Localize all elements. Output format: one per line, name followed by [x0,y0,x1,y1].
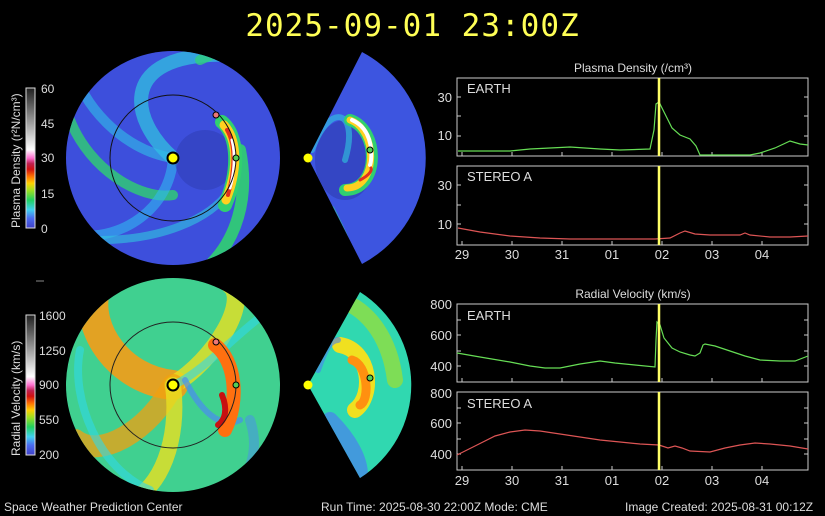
density-cb-tick: 45 [41,117,55,131]
y-tick: 400 [430,447,452,462]
velocity-cb-tick: 550 [39,413,59,427]
velocity-cb-tick: 200 [39,448,59,462]
x-tick: 04 [755,473,769,488]
sun-marker [166,151,180,165]
earth-marker [232,381,240,389]
sun-marker [303,380,313,390]
velocity-meridional-wedge [303,292,412,478]
velocity-plot-title: Radial Velocity (km/s) [575,287,690,301]
y-tick: 600 [430,416,452,431]
velocity-cb-tick: 1250 [39,344,66,358]
x-tick: 30 [505,473,519,488]
y-tick: 10 [438,217,452,232]
x-tick: 03 [705,247,719,262]
density-colorbar: 60 45 30 15 0 Plasma Density (r²N/cm³) [9,82,55,236]
x-tick: 31 [555,247,569,262]
density-plot-title: Plasma Density (/cm³) [574,61,692,75]
velocity-ecliptic-disc [66,278,280,492]
earth-velocity-plot: EARTH 800 600 400 [430,297,809,383]
y-tick: 30 [438,90,452,105]
footer-org: Space Weather Prediction Center [4,500,183,514]
x-tick: 29 [455,473,469,488]
stereo-density-plot: STEREO A 30 10 29 30 31 01 02 03 04 [438,165,809,262]
density-cb-tick: 60 [41,82,55,96]
x-tick: 04 [755,247,769,262]
x-tick: 02 [655,247,669,262]
y-tick: 600 [430,328,452,343]
stereo-a-marker [212,338,220,346]
y-tick: 10 [438,128,452,143]
earth-marker [366,146,374,154]
y-tick: 400 [430,359,452,374]
x-tick: 31 [555,473,569,488]
density-cb-title: Plasma Density (r²N/cm³) [9,93,23,228]
x-tick: 02 [655,473,669,488]
earth-marker [366,374,374,382]
stereo-a-marker [212,111,220,119]
panel-label-earth: EARTH [467,308,511,323]
density-meridional-wedge [303,52,426,264]
velocity-cb-title: Radial Velocity (km/s) [9,341,23,456]
stereo-velocity-plot: STEREO A 800 600 400 29 30 31 01 02 03 0… [430,386,809,488]
x-tick: 01 [605,247,619,262]
earth-density-plot: EARTH 30 10 [438,77,809,157]
y-tick: 30 [438,178,452,193]
x-tick: 03 [705,473,719,488]
velocity-colorbar: 1600 1250 900 550 200 Radial Velocity (k… [9,309,66,462]
density-cb-tick: 15 [41,187,55,201]
page-title: 2025-09-01 23:00Z [245,8,580,44]
density-ecliptic-disc [66,51,280,265]
panel-label-stereo: STEREO A [467,396,532,411]
y-tick: 800 [430,297,452,312]
y-tick: 800 [430,386,452,401]
footer-image-created: Image Created: 2025-08-31 00:12Z [625,500,814,514]
density-cb-tick: 0 [41,222,48,236]
density-cb-tick: 30 [41,151,55,165]
x-tick: 30 [505,247,519,262]
x-tick: 01 [605,473,619,488]
velocity-cb-tick: 1600 [39,309,66,323]
panel-label-stereo: STEREO A [467,169,532,184]
sun-marker [166,378,180,392]
panel-label-earth: EARTH [467,81,511,96]
sun-marker [303,153,313,163]
x-tick: 29 [455,247,469,262]
velocity-cb-tick: 900 [39,378,59,392]
footer-run-time: Run Time: 2025-08-30 22:00Z Mode: CME [321,500,548,514]
earth-marker [232,154,240,162]
